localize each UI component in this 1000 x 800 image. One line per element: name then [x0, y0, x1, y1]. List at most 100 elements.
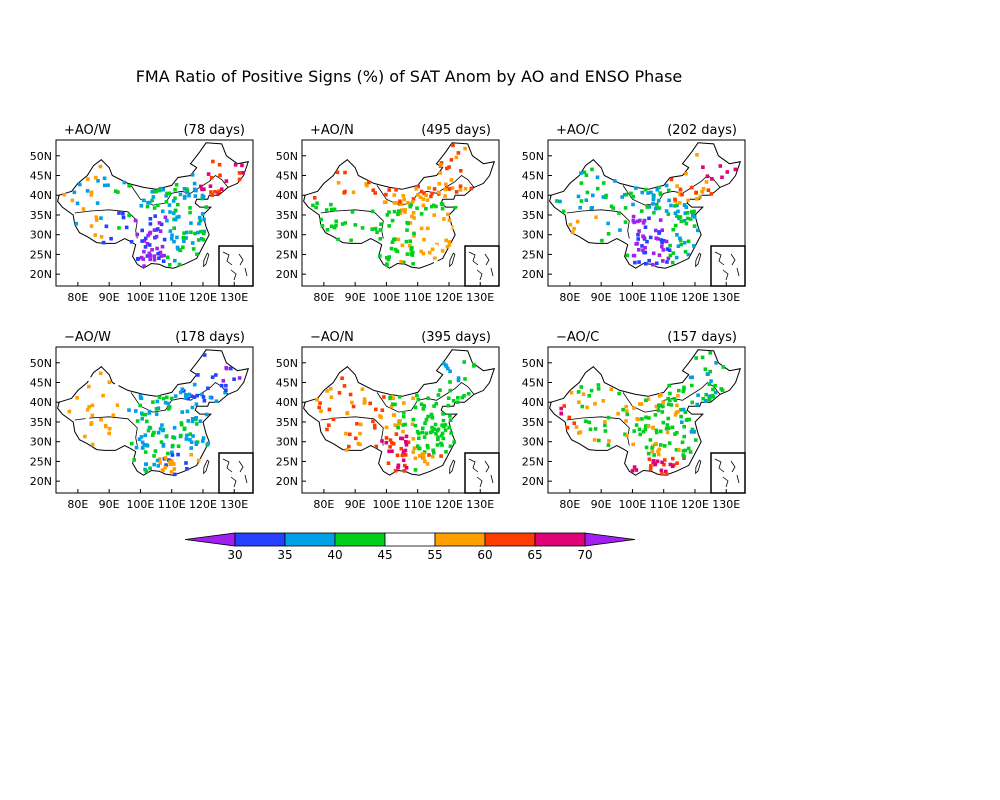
island-outline — [449, 459, 456, 475]
station-marker — [210, 193, 214, 197]
station-marker — [156, 406, 161, 410]
station-marker — [692, 429, 696, 434]
station-marker — [678, 187, 683, 192]
lon-tick-label: 100E — [126, 291, 154, 304]
station-marker — [129, 240, 134, 244]
station-marker — [650, 446, 654, 450]
station-marker — [640, 209, 644, 213]
station-marker — [690, 400, 694, 405]
station-marker — [658, 429, 663, 434]
station-marker — [154, 234, 159, 239]
station-marker — [399, 202, 404, 206]
station-marker — [190, 405, 195, 410]
lon-tick-label: 100E — [618, 498, 646, 511]
station-marker — [152, 454, 156, 458]
lat-tick-label: 20N — [276, 475, 298, 488]
map-frame — [301, 346, 500, 494]
station-marker — [705, 174, 710, 178]
station-marker — [442, 361, 446, 366]
station-marker — [631, 194, 636, 199]
station-marker — [421, 197, 426, 201]
station-marker — [419, 226, 424, 231]
station-marker — [448, 369, 452, 373]
station-marker — [654, 442, 658, 446]
station-marker — [438, 162, 443, 167]
station-marker — [579, 181, 584, 185]
station-marker — [319, 217, 323, 222]
station-marker — [589, 206, 594, 211]
station-marker — [460, 395, 465, 400]
station-marker — [714, 361, 718, 365]
station-marker — [559, 406, 563, 411]
lat-tick-label: 40N — [276, 396, 298, 409]
station-marker — [153, 449, 158, 453]
station-marker — [431, 448, 435, 453]
station-marker — [701, 396, 705, 401]
station-marker — [604, 195, 608, 200]
station-marker — [237, 376, 242, 380]
station-marker — [190, 173, 195, 177]
station-marker — [148, 426, 153, 430]
station-marker — [436, 393, 441, 397]
station-marker — [354, 436, 358, 441]
station-marker — [637, 229, 641, 233]
station-marker — [651, 251, 656, 256]
station-marker — [402, 469, 407, 473]
station-marker — [641, 248, 645, 253]
station-marker — [429, 412, 434, 417]
station-marker — [449, 431, 453, 435]
station-marker — [655, 203, 659, 207]
station-marker — [396, 212, 400, 217]
station-marker — [428, 231, 432, 235]
station-marker — [634, 468, 639, 472]
station-marker — [180, 387, 185, 391]
station-marker — [469, 186, 474, 191]
station-marker — [405, 252, 410, 256]
station-marker — [632, 465, 637, 469]
station-marker — [706, 188, 711, 192]
station-marker — [413, 446, 417, 450]
colorbar-arrow-right — [584, 532, 636, 547]
panel-label: +AO/C — [556, 123, 599, 138]
station-marker — [440, 443, 444, 447]
island-outline — [695, 252, 702, 268]
station-marker — [168, 462, 173, 466]
station-marker — [143, 450, 148, 454]
panel-label: +AO/N — [310, 123, 354, 138]
station-marker — [411, 262, 415, 266]
station-marker — [134, 445, 139, 450]
station-marker — [591, 213, 595, 218]
station-marker — [442, 217, 446, 221]
station-marker — [223, 390, 227, 395]
station-marker — [636, 219, 640, 224]
station-marker — [399, 260, 403, 264]
station-marker — [168, 229, 173, 233]
station-marker — [562, 404, 566, 408]
station-marker — [147, 200, 152, 205]
station-marker — [194, 402, 199, 406]
station-marker — [315, 201, 319, 205]
station-marker — [708, 369, 712, 374]
station-marker — [397, 421, 401, 426]
station-marker — [144, 469, 149, 474]
station-marker — [673, 204, 677, 208]
station-marker — [644, 398, 648, 403]
station-marker — [578, 205, 582, 210]
station-marker — [686, 446, 691, 451]
station-marker — [670, 464, 675, 468]
station-marker — [595, 186, 600, 191]
station-marker — [186, 396, 191, 401]
station-marker — [89, 422, 93, 426]
station-marker — [411, 437, 416, 441]
station-marker — [407, 243, 412, 248]
station-marker — [145, 419, 149, 424]
station-marker — [206, 441, 211, 446]
station-marker — [404, 466, 409, 470]
station-marker — [324, 208, 329, 212]
inset-islands — [222, 251, 248, 281]
lon-tick-label: 110E — [404, 498, 432, 511]
station-marker — [444, 363, 448, 367]
station-marker — [580, 404, 584, 409]
station-marker — [161, 428, 165, 433]
station-marker — [444, 185, 449, 190]
